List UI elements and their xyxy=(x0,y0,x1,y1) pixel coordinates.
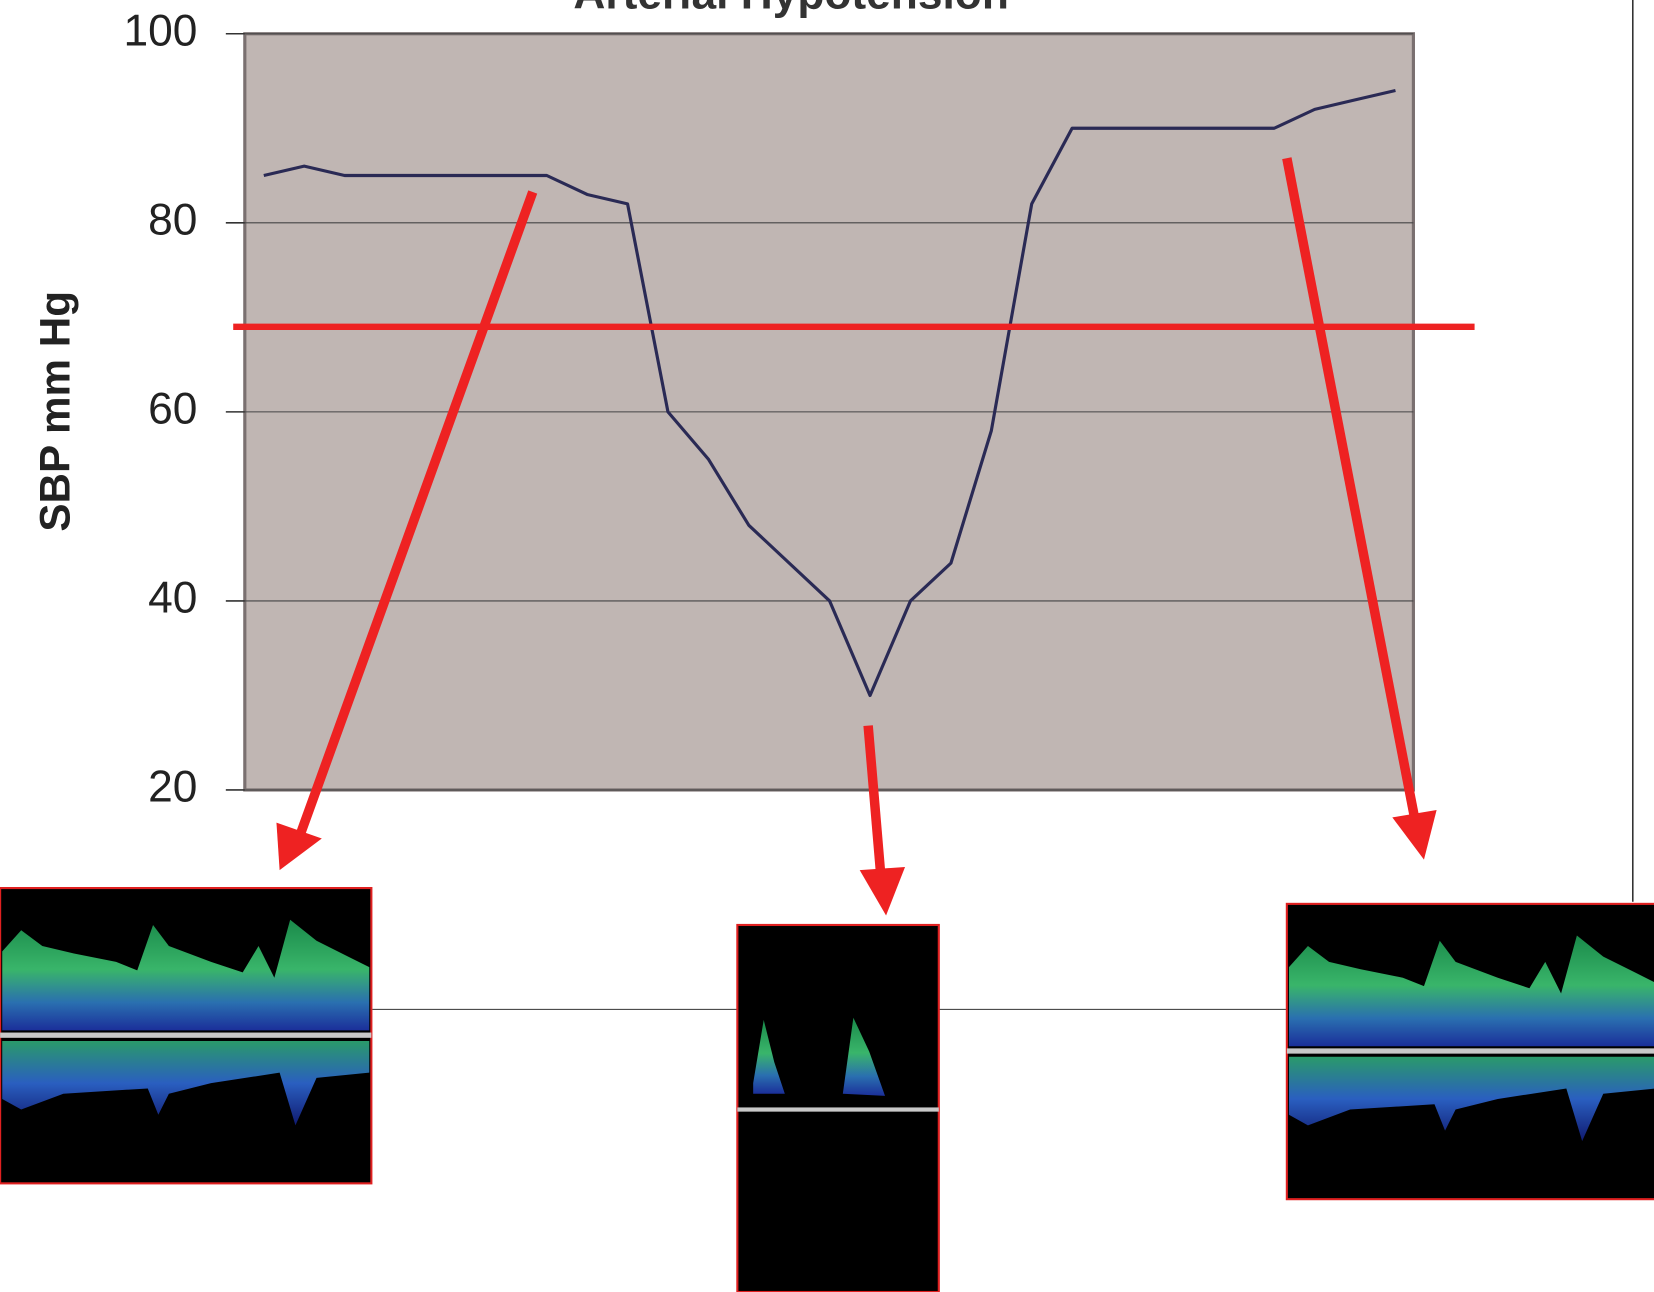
axis: 20 40 60 80 100 xyxy=(123,6,1414,812)
y-tick-label: 20 xyxy=(148,763,197,812)
arrows xyxy=(276,157,1437,916)
doppler-middle xyxy=(736,923,940,1292)
y-tick-label: 80 xyxy=(148,196,197,245)
line-series xyxy=(263,88,1396,698)
chart-title: Arterial Hypotension xyxy=(573,0,1009,18)
marks xyxy=(233,88,1475,698)
y-tick-label: 100 xyxy=(123,6,197,55)
y-tick-label: 40 xyxy=(148,574,197,623)
y-axis-label: SBP mm Hg xyxy=(31,291,78,532)
doppler-left xyxy=(0,886,373,1185)
y-tick-label: 60 xyxy=(148,385,197,434)
doppler-right xyxy=(1285,902,1654,1201)
